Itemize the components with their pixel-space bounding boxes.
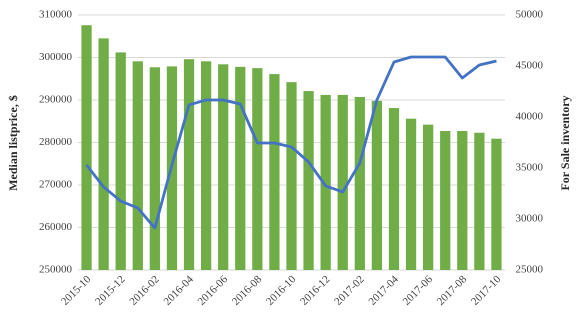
x-tick-label: 2017-08 <box>435 273 470 308</box>
y2-tick-label: 40000 <box>516 111 544 123</box>
x-tick-label: 2017-06 <box>401 273 436 308</box>
bar <box>491 138 502 270</box>
y-axis-title: Median listprice, $ <box>6 95 20 191</box>
x-tick-label: 2017-02 <box>332 273 366 307</box>
bar <box>98 38 109 270</box>
bar <box>303 91 314 270</box>
bar <box>405 118 417 270</box>
y2-tick-label: 35000 <box>516 162 544 174</box>
bar <box>218 64 229 270</box>
bar <box>200 61 212 271</box>
y2-tick-label: 25000 <box>516 264 544 276</box>
y-tick-label: 290000 <box>39 94 73 106</box>
bar <box>115 52 126 271</box>
bar <box>286 82 297 271</box>
x-tick-label: 2017-10 <box>469 273 504 308</box>
y-tick-label: 280000 <box>39 136 73 148</box>
y-tick-label: 270000 <box>39 179 73 191</box>
y2-tick-label: 45000 <box>516 60 544 72</box>
x-tick-label: 2016-02 <box>127 273 161 307</box>
y-tick-label: 310000 <box>39 9 73 21</box>
bar <box>269 74 280 270</box>
bar <box>388 108 400 270</box>
bar <box>423 124 434 271</box>
x-tick-label: 2016-10 <box>264 273 299 308</box>
y2-tick-label: 50000 <box>516 9 544 21</box>
bar <box>371 100 383 270</box>
x-tick-label: 2016-12 <box>298 273 332 307</box>
bar <box>81 25 92 271</box>
x-tick-label: 2017-04 <box>366 273 401 308</box>
bar <box>252 68 263 270</box>
bar <box>149 67 160 271</box>
bar <box>354 97 365 271</box>
line <box>85 55 497 230</box>
x-tick-label: 2015-10 <box>59 273 94 308</box>
x-tick-label: 2016-06 <box>196 273 231 308</box>
bar <box>320 94 331 271</box>
x-tick-label: 2016-08 <box>230 273 265 308</box>
x-tick-label: 2015-12 <box>93 273 127 307</box>
x-tick-label: 2016-04 <box>162 273 197 308</box>
y-tick-label: 260000 <box>39 221 73 233</box>
bar <box>235 66 246 270</box>
y-tick-label: 300000 <box>39 51 73 63</box>
bar <box>132 61 143 271</box>
bar <box>440 131 451 270</box>
y2-tick-label: 30000 <box>516 213 544 225</box>
y-tick-label: 250000 <box>39 264 73 276</box>
bar <box>183 59 195 271</box>
bar <box>457 131 468 270</box>
y2-axis-title: For Sale inventory <box>558 95 572 190</box>
bar <box>474 132 485 270</box>
bar <box>337 94 348 271</box>
